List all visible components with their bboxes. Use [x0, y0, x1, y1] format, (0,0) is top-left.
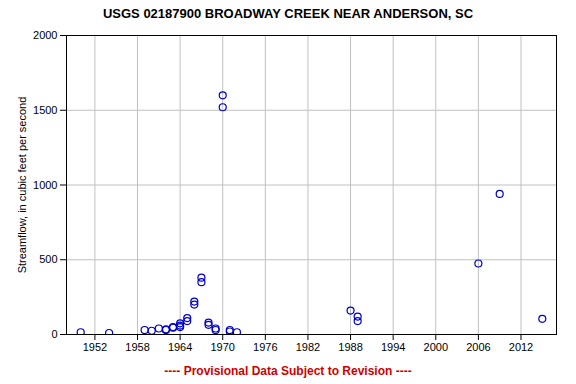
svg-text:1952: 1952 — [83, 341, 107, 353]
html-text:USGS 02187900 BROADWAY CREEK N: USGS 02187900 BROADWAY CREEK NEAR ANDERS… — [102, 6, 474, 21]
svg-text:1994: 1994 — [381, 341, 405, 353]
svg-text:1964: 1964 — [168, 341, 192, 353]
svg-text:2012: 2012 — [509, 341, 533, 353]
svg-text:2000: 2000 — [33, 29, 57, 41]
svg-text:1500: 1500 — [33, 104, 57, 116]
svg-text:500: 500 — [39, 253, 57, 265]
svg-text:0: 0 — [51, 328, 57, 340]
svg-text:1000: 1000 — [33, 179, 57, 191]
svg-text:1988: 1988 — [338, 341, 362, 353]
svg-text:1958: 1958 — [125, 341, 149, 353]
svg-text:1982: 1982 — [296, 341, 320, 353]
svg-text:2006: 2006 — [466, 341, 490, 353]
svg-text:1976: 1976 — [253, 341, 277, 353]
html-text:---- Provisional Data Subject: ---- Provisional Data Subject to Revisio… — [164, 364, 412, 378]
svg-text:1970: 1970 — [210, 341, 234, 353]
svg-text:2000: 2000 — [424, 341, 448, 353]
svg-text:Streamflow, in cubic feet per: Streamflow, in cubic feet per second — [16, 97, 28, 274]
